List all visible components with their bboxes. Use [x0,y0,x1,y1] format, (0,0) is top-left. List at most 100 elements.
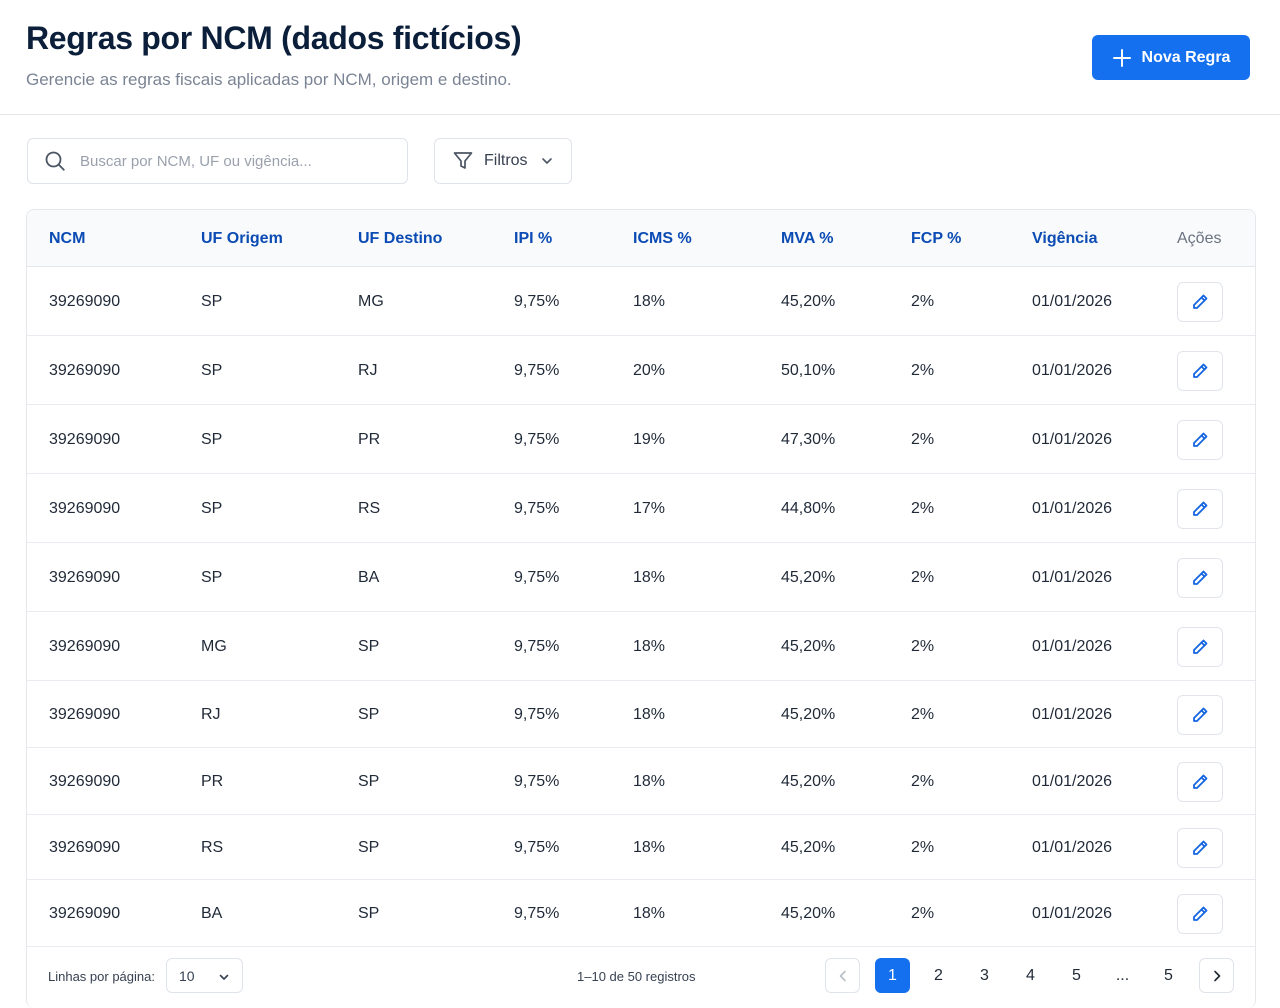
cell-icms: 18% [633,838,666,856]
cell-vigencia: 01/01/2026 [1032,292,1113,310]
cell-ncm: 39269090 [49,705,121,723]
pencil-icon [1193,707,1208,722]
cell-uf-destino: BA [358,568,380,586]
cell-uf-destino: RS [358,499,381,517]
cell-uf-destino: MG [358,292,384,310]
cell-uf-origem: SP [201,430,223,448]
cell-mva: 47,30% [781,430,836,448]
edit-rule-button[interactable] [1177,761,1223,802]
column-header-mva[interactable]: MVA % [781,230,834,247]
edit-rule-button[interactable] [1177,281,1223,322]
cell-vigencia: 01/01/2026 [1032,499,1113,517]
cell-mva: 45,20% [781,838,836,856]
pencil-icon [1193,294,1208,309]
cell-icms: 18% [633,904,666,922]
cell-ncm: 39269090 [49,568,121,586]
edit-rule-button[interactable] [1177,827,1223,868]
cell-vigencia: 01/01/2026 [1032,772,1113,790]
cell-ipi: 9,75% [514,292,560,310]
cell-uf-destino: RJ [358,361,378,379]
next-page-button[interactable] [1199,958,1234,993]
page-button-last[interactable]: 5 [1164,966,1173,984]
cell-uf-destino: SP [358,838,380,856]
cell-uf-origem: RS [201,838,224,856]
column-header-vigencia[interactable]: Vigência [1032,230,1098,247]
cell-icms: 20% [633,361,666,379]
cell-mva: 45,20% [781,637,836,655]
cell-uf-origem: MG [201,637,227,655]
page-title: Regras por NCM (dados fictícios) [26,20,522,56]
table-row: 39269090 RJ SP 9,75% 18% 45,20% 2% 01/01/2026 [27,681,1255,748]
cell-icms: 18% [633,568,666,586]
cell-ipi: 9,75% [514,838,560,856]
column-header-ncm[interactable]: NCM [49,230,86,247]
table-header: NCM UF Origem UF Destino IPI % ICMS % MV… [27,210,1255,267]
cell-uf-origem: PR [201,772,224,790]
page-button-1[interactable]: 1 [875,958,910,993]
table-row: 39269090 RS SP 9,75% 18% 45,20% 2% 01/01/2026 [27,815,1255,880]
column-header-acoes: Ações [1177,230,1222,247]
cell-uf-destino: SP [358,637,380,655]
cell-uf-origem: SP [201,568,223,586]
table-footer: Linhas por página: 10 1–10 de 50 registr… [27,947,1255,1008]
cell-ncm: 39269090 [49,292,121,310]
edit-rule-button[interactable] [1177,626,1223,667]
edit-rule-button[interactable] [1177,893,1223,934]
edit-rule-button[interactable] [1177,350,1223,391]
edit-rule-button[interactable] [1177,694,1223,735]
cell-mva: 44,80% [781,499,836,517]
cell-icms: 18% [633,772,666,790]
filter-icon [453,152,473,169]
cell-fcp: 2% [911,637,935,655]
rows-per-page-select[interactable]: 10 [166,958,243,993]
column-header-uf-destino[interactable]: UF Destino [358,230,443,247]
page-button-4[interactable]: 4 [1026,966,1035,984]
cell-mva: 50,10% [781,361,836,379]
cell-ipi: 9,75% [514,361,560,379]
pencil-icon [1193,639,1208,654]
page-button-2[interactable]: 2 [934,966,943,984]
pencil-icon [1193,432,1208,447]
records-range: 1–10 de 50 registros [577,969,696,984]
prev-page-button[interactable] [825,958,860,993]
page-button-3[interactable]: 3 [980,966,989,984]
cell-ipi: 9,75% [514,430,560,448]
cell-ncm: 39269090 [49,637,121,655]
column-header-ipi[interactable]: IPI % [514,230,553,247]
new-rule-button[interactable]: Nova Regra [1092,35,1250,80]
cell-icms: 18% [633,292,666,310]
edit-rule-button[interactable] [1177,488,1223,529]
chevron-right-icon [1213,970,1220,981]
cell-mva: 45,20% [781,772,836,790]
cell-fcp: 2% [911,568,935,586]
edit-rule-button[interactable] [1177,557,1223,598]
cell-ncm: 39269090 [49,838,121,856]
chevron-down-icon [541,158,552,164]
filters-button[interactable]: Filtros [434,138,572,184]
cell-icms: 19% [633,430,666,448]
edit-rule-button[interactable] [1177,419,1223,460]
cell-ipi: 9,75% [514,705,560,723]
cell-vigencia: 01/01/2026 [1032,568,1113,586]
pencil-icon [1193,906,1208,921]
cell-fcp: 2% [911,430,935,448]
cell-uf-origem: SP [201,361,223,379]
cell-vigencia: 01/01/2026 [1032,838,1113,856]
cell-uf-origem: BA [201,904,223,922]
cell-uf-destino: SP [358,904,380,922]
cell-ipi: 9,75% [514,637,560,655]
cell-fcp: 2% [911,904,935,922]
cell-ncm: 39269090 [49,361,121,379]
pencil-icon [1193,363,1208,378]
search-input[interactable] [80,152,380,170]
column-header-uf-origem[interactable]: UF Origem [201,230,283,247]
cell-ipi: 9,75% [514,568,560,586]
rows-per-page-label: Linhas por página: [48,969,155,984]
table-row: 39269090 SP MG 9,75% 18% 45,20% 2% 01/01/2026 [27,267,1255,336]
page-button-5[interactable]: 5 [1072,966,1081,984]
column-header-icms[interactable]: ICMS % [633,230,692,247]
table-row: 39269090 MG SP 9,75% 18% 45,20% 2% 01/01/2026 [27,612,1255,681]
table-row: 39269090 BA SP 9,75% 18% 45,20% 2% 01/01/2026 [27,880,1255,947]
cell-uf-origem: SP [201,499,223,517]
column-header-fcp[interactable]: FCP % [911,230,962,247]
